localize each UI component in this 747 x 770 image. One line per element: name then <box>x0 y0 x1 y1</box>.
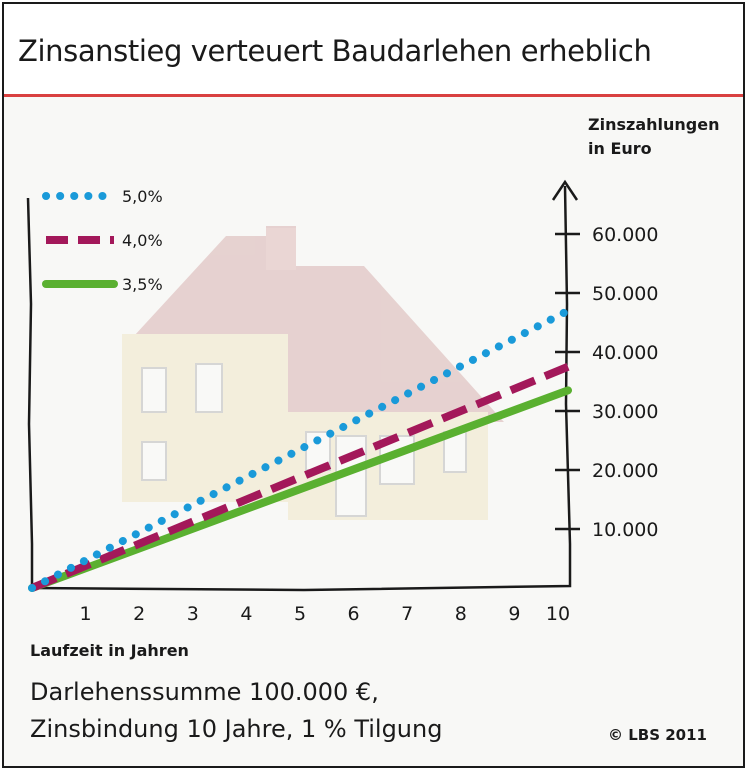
x-tick-label: 3 <box>187 603 199 625</box>
legend-label-4: 4,0% <box>122 231 163 250</box>
chart-title: Zinsanstieg verteuert Baudarlehen erhebl… <box>18 34 652 68</box>
x-tick-label: 9 <box>508 603 520 625</box>
legend-label-35: 3,5% <box>122 275 163 294</box>
title-bar: Zinsanstieg verteuert Baudarlehen erhebl… <box>4 4 743 94</box>
x-tick-label: 8 <box>455 603 467 625</box>
y-axis-arrow <box>551 179 579 201</box>
series-line-dashed <box>30 363 570 592</box>
legend-label-5: 5,0% <box>122 187 163 206</box>
y-tick-label: 20.000 <box>592 460 658 482</box>
series-lines <box>28 306 572 592</box>
x-tick-label: 7 <box>401 603 413 625</box>
x-tick-label: 4 <box>240 603 252 625</box>
series-line-dotted <box>28 306 572 592</box>
x-tick-label: 6 <box>348 603 360 625</box>
x-tick-label: 5 <box>294 603 306 625</box>
x-axis-title: Laufzeit in Jahren <box>30 641 189 660</box>
y-axis-title-line2: in Euro <box>588 139 652 158</box>
loan-details: Darlehenssumme 100.000 €, Zinsbindung 10… <box>30 674 442 748</box>
y-tick-label: 30.000 <box>592 401 658 423</box>
x-tick-label: 2 <box>133 603 145 625</box>
y-tick-label: 10.000 <box>592 519 658 541</box>
x-tick-label: 1 <box>80 603 92 625</box>
loan-details-line1: Darlehenssumme 100.000 €, <box>30 678 379 706</box>
loan-details-line2: Zinsbindung 10 Jahre, 1 % Tilgung <box>30 715 443 743</box>
y-axis-title-line1: Zinszahlungen <box>588 115 719 134</box>
legend: 5,0% 4,0% 3,5% <box>42 187 163 294</box>
x-axis-ticks: 1 2 3 4 5 6 7 8 9 10 <box>80 603 571 625</box>
line-chart: 10.000 20.000 30.000 40.000 50.000 60.000 1 2 3… <box>26 115 719 660</box>
title-rule <box>4 94 743 97</box>
x-tick-label: 10 <box>546 603 570 625</box>
y-tick-label: 50.000 <box>592 283 658 305</box>
y-axis-ticks: 10.000 20.000 30.000 40.000 50.000 60.000 <box>555 224 658 541</box>
copyright: © LBS 2011 <box>608 726 707 744</box>
y-tick-label: 60.000 <box>592 224 658 246</box>
y-tick-label: 40.000 <box>592 342 658 364</box>
